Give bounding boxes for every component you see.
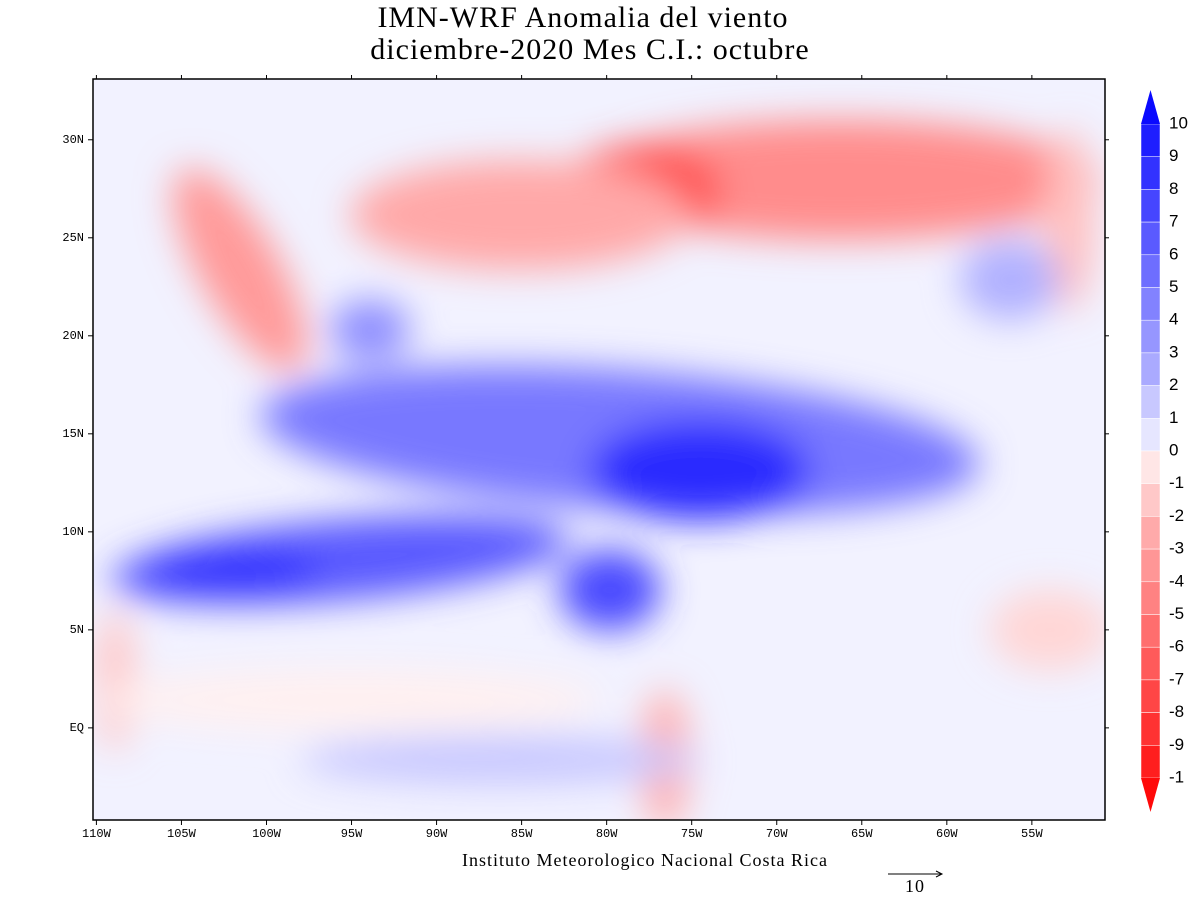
colorbar-label: 6 <box>1169 244 1178 263</box>
subtitle: diciembre-2020 Mes C.I.: octubre <box>370 33 809 66</box>
x-tick-label: 55W <box>1021 827 1043 841</box>
x-tick-label: 80W <box>596 827 618 841</box>
colorbar-label: 9 <box>1169 146 1178 165</box>
colorbar-label: 8 <box>1169 179 1178 198</box>
colorbar-box <box>1140 712 1161 746</box>
reference-label: 10 <box>905 876 925 896</box>
x-tick-label: 60W <box>936 827 958 841</box>
x-tick-label: 65W <box>851 827 873 841</box>
colorbar-label: -5 <box>1169 604 1184 623</box>
x-tick-label: 100W <box>252 827 282 841</box>
colorbar-box <box>1140 516 1161 550</box>
colorbar-box <box>1140 287 1161 321</box>
colorbar-box <box>1140 614 1161 648</box>
title: IMN-WRF Anomalia del viento <box>377 1 788 34</box>
x-tick-label: 90W <box>426 827 448 841</box>
colorbar-box <box>1140 352 1161 386</box>
colorbar-box <box>1140 189 1161 223</box>
colorbar-box <box>1140 581 1161 615</box>
colorbar-label: 2 <box>1169 375 1178 394</box>
x-tick-label: 75W <box>681 827 703 841</box>
x-tick-label: 105W <box>167 827 197 841</box>
y-tick-label: 25N <box>62 231 84 245</box>
x-tick-label: 85W <box>511 827 533 841</box>
colorbar-label: 10 <box>1169 113 1188 132</box>
colorbar-box <box>1140 450 1161 484</box>
credit: Instituto Meteorologico Nacional Costa R… <box>462 850 828 870</box>
colorbar-box <box>1140 221 1161 256</box>
colorbar-box <box>1140 418 1161 452</box>
colorbar-label: 3 <box>1169 342 1178 361</box>
colorbar-box <box>1140 254 1161 288</box>
y-tick-label: 10N <box>62 525 84 539</box>
colorbar-label: -7 <box>1169 669 1184 688</box>
y-tick-label: 30N <box>62 133 84 147</box>
colorbar-box <box>1140 156 1161 190</box>
colorbar-label: -8 <box>1169 702 1184 721</box>
map-frame <box>92 78 1106 821</box>
colorbar-label: 7 <box>1169 212 1178 231</box>
colorbar-extend-bottom <box>1141 778 1160 812</box>
colorbar-box <box>1140 745 1161 779</box>
x-tick-label: 70W <box>766 827 788 841</box>
colorbar-box <box>1140 319 1161 354</box>
colorbar-label: 5 <box>1169 277 1178 296</box>
colorbar-box <box>1140 548 1161 583</box>
anomaly-field <box>93 79 1105 820</box>
colorbar-box <box>1140 679 1161 713</box>
colorbar-label: 1 <box>1169 408 1178 427</box>
y-tick-label: 5N <box>70 623 84 637</box>
colorbar-label: -1 <box>1169 473 1184 492</box>
colorbar-label: -3 <box>1169 539 1184 558</box>
colorbar-label: 0 <box>1169 440 1178 459</box>
reference-arrow-head <box>935 870 944 878</box>
colorbar-label: -2 <box>1169 506 1184 525</box>
colorbar-label: -9 <box>1169 735 1184 754</box>
colorbar-label: 4 <box>1169 310 1178 329</box>
colorbar-box <box>1140 646 1161 681</box>
x-tick-label: 110W <box>82 827 112 841</box>
y-tick-label: EQ <box>70 721 84 735</box>
colorbar-box <box>1140 123 1161 157</box>
colorbar-label: -6 <box>1169 637 1184 656</box>
colorbar-box <box>1140 483 1161 517</box>
colorbar-label: -4 <box>1169 571 1184 590</box>
y-tick-label: 15N <box>62 427 84 441</box>
colorbar-extend-top <box>1141 90 1160 124</box>
colorbar-box <box>1140 385 1161 419</box>
colorbar-label: -1 <box>1169 767 1184 786</box>
y-tick-label: 20N <box>62 329 84 343</box>
x-tick-label: 95W <box>341 827 363 841</box>
